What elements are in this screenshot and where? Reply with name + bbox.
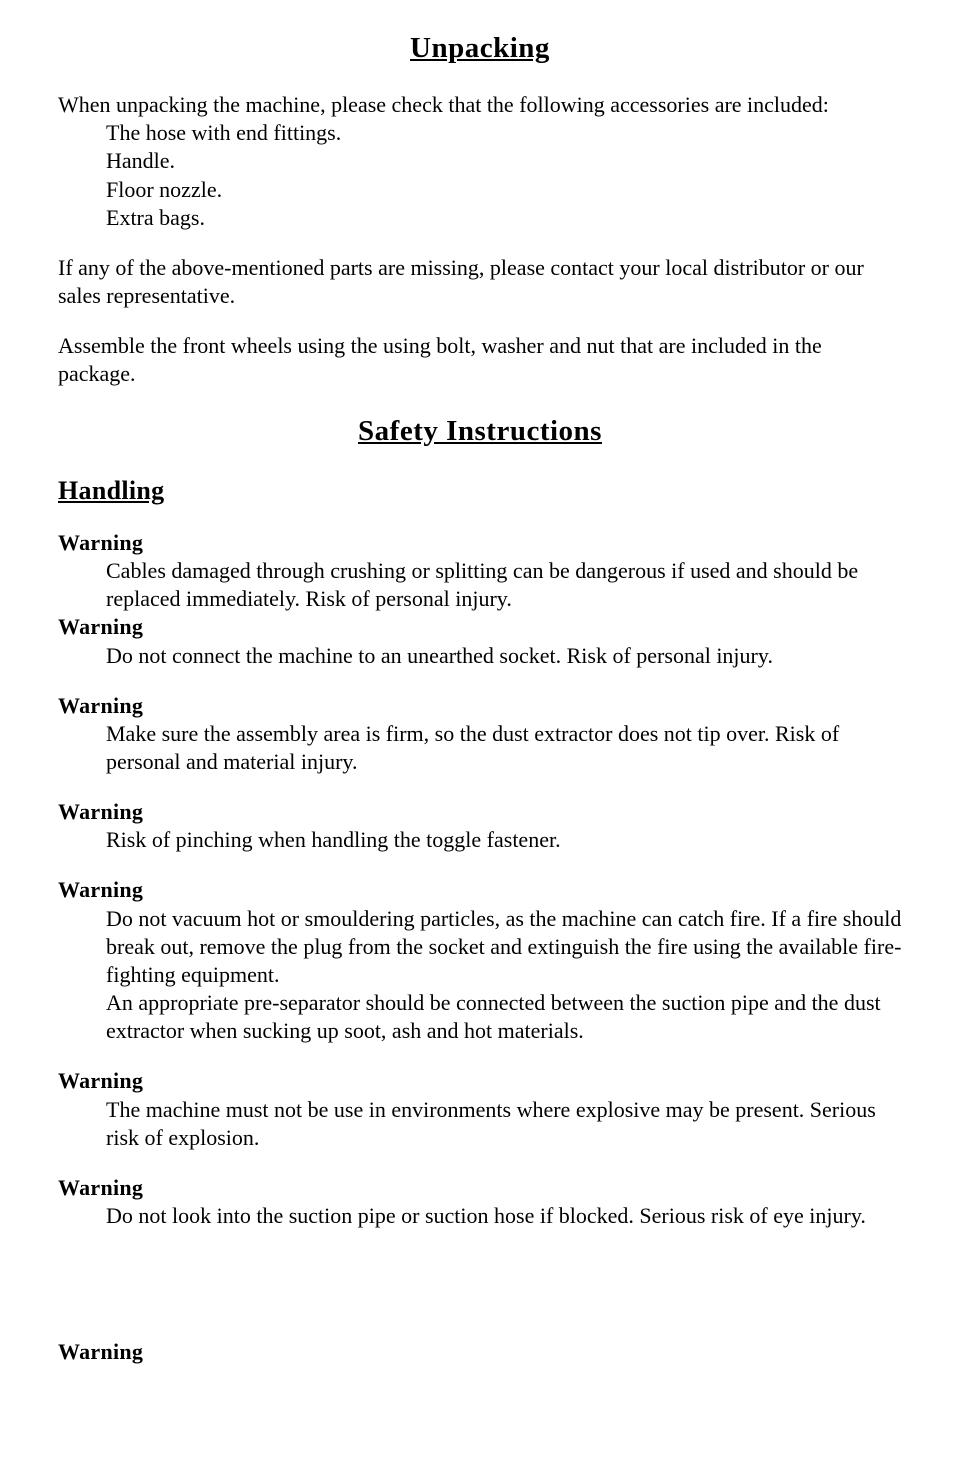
unpacking-item: Floor nozzle.: [106, 176, 902, 204]
unpacking-item: The hose with end fittings.: [106, 119, 902, 147]
heading-unpacking: Unpacking: [58, 30, 902, 67]
unpacking-item: Handle.: [106, 147, 902, 175]
warning-text-2: An appropriate pre-separator should be c…: [58, 989, 902, 1045]
spacer: [58, 1252, 902, 1338]
heading-handling: Handling: [58, 474, 902, 507]
warning-label: Warning: [58, 876, 902, 904]
unpacking-assemble: Assemble the front wheels using the usin…: [58, 332, 902, 388]
unpacking-missing: If any of the above-mentioned parts are …: [58, 254, 902, 310]
warning-label: Warning: [58, 1067, 902, 1095]
warning-text: Make sure the assembly area is firm, so …: [58, 720, 902, 776]
unpacking-intro: When unpacking the machine, please check…: [58, 91, 902, 119]
warning-text: The machine must not be use in environme…: [58, 1096, 902, 1152]
unpacking-items: The hose with end fittings. Handle. Floo…: [58, 119, 902, 232]
unpacking-block: When unpacking the machine, please check…: [58, 91, 902, 232]
warning-text: Do not connect the machine to an unearth…: [58, 642, 902, 670]
unpacking-item: Extra bags.: [106, 204, 902, 232]
warning-text: Risk of pinching when handling the toggl…: [58, 826, 902, 854]
warning-label: Warning: [58, 692, 902, 720]
warning-label: Warning: [58, 1338, 902, 1366]
warning-label: Warning: [58, 613, 902, 641]
warning-text: Cables damaged through crushing or split…: [58, 557, 902, 613]
warning-label: Warning: [58, 529, 902, 557]
warning-label: Warning: [58, 1174, 902, 1202]
warning-text: Do not vacuum hot or smouldering particl…: [58, 905, 902, 989]
heading-safety: Safety Instructions: [58, 413, 902, 450]
warning-label: Warning: [58, 798, 902, 826]
warning-text: Do not look into the suction pipe or suc…: [58, 1202, 902, 1230]
